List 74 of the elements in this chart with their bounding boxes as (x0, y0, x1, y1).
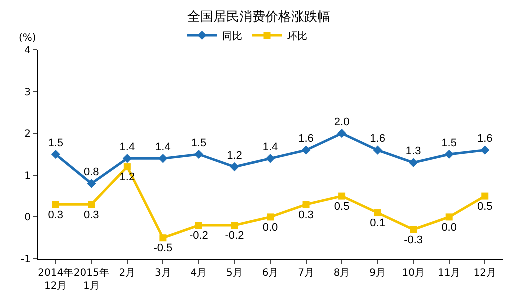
data-label: 1.6 (477, 133, 493, 146)
data-label: 0.3 (48, 209, 64, 222)
data-label: 2.0 (334, 116, 350, 128)
y-axis-title: (%) (19, 33, 36, 44)
point (230, 162, 240, 172)
legend-label: 环比 (287, 30, 308, 42)
data-label: 1.5 (48, 137, 64, 150)
x-tick-label: 9月 (370, 268, 386, 279)
point (88, 201, 96, 208)
point (266, 154, 276, 164)
data-label: 1.2 (227, 150, 242, 162)
x-tick-label: 10月 (402, 268, 425, 279)
data-label: 0.3 (298, 209, 314, 222)
data-label: 1.3 (406, 146, 422, 158)
x-tick-label: 12月 (474, 268, 496, 279)
legend-label: 同比 (222, 30, 242, 42)
data-label: -0.2 (225, 230, 244, 242)
point (302, 146, 311, 155)
point (410, 226, 418, 234)
point (446, 214, 453, 221)
x-tick-label: 3月 (155, 268, 172, 279)
data-label: 0.1 (370, 218, 386, 230)
point (87, 179, 96, 188)
point (480, 146, 490, 155)
x-tick-label: 2014年 12月 (38, 267, 74, 292)
data-label: 0.3 (84, 209, 100, 222)
x-tick-label: 5月 (226, 268, 243, 279)
point (122, 154, 132, 164)
data-label: 1.4 (262, 142, 278, 154)
data-label: 0.5 (334, 200, 350, 213)
y-tick-label: 1 (24, 170, 31, 182)
point (52, 201, 60, 208)
x-tick-label: 8月 (334, 268, 350, 279)
x-tick-label: 7月 (298, 268, 314, 279)
point (337, 129, 347, 138)
point (158, 154, 168, 164)
x-tick-label: 11月 (438, 268, 461, 279)
data-label: 1.6 (370, 133, 386, 146)
point (231, 222, 238, 230)
point (51, 150, 60, 160)
data-label: 1.6 (298, 133, 314, 146)
y-tick-label: 2 (24, 129, 31, 140)
y-tick-label: 0 (24, 212, 31, 224)
x-tick-label: 6月 (262, 268, 279, 279)
data-label: 0.0 (442, 222, 457, 234)
point (160, 234, 167, 242)
data-label: 0.5 (477, 200, 493, 213)
data-label: -0.2 (189, 230, 208, 242)
point (267, 214, 274, 221)
data-label: -0.3 (404, 234, 424, 246)
x-tick-label: 4月 (190, 268, 208, 279)
y-tick-label: 3 (24, 87, 31, 98)
data-label: 1.5 (191, 137, 207, 150)
point (482, 192, 489, 200)
data-label: 1.5 (442, 137, 457, 150)
point (194, 150, 204, 160)
chart-title: 全国居民消费价格涨跌幅 (188, 10, 330, 25)
data-label: 1.4 (156, 142, 171, 154)
point (409, 158, 418, 168)
point (124, 164, 131, 171)
y-tick-label: 4 (24, 46, 31, 56)
data-label: -0.5 (154, 242, 173, 255)
point (373, 146, 382, 155)
x-tick-label: 2015年 1月 (74, 267, 110, 292)
data-label: 1.4 (120, 142, 136, 154)
point (195, 222, 202, 230)
x-tick-label: 2月 (119, 268, 136, 279)
data-label: 0.8 (84, 166, 100, 179)
y-tick-label: -1 (21, 254, 31, 266)
point (338, 192, 346, 200)
point (374, 210, 382, 217)
point (302, 201, 310, 208)
data-label: 0.0 (262, 222, 278, 234)
point (444, 150, 454, 160)
